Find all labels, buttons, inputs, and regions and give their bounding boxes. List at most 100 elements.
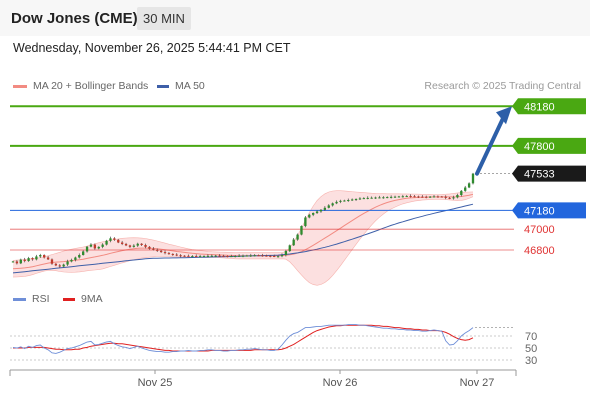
candle-body <box>261 255 264 257</box>
candle-body <box>249 255 252 257</box>
pivot-label-47180: 47180 <box>524 205 555 217</box>
candle-body <box>370 197 373 199</box>
candle-body <box>23 259 26 262</box>
candle-body <box>304 217 307 227</box>
candle-body <box>315 211 319 214</box>
candle-body <box>27 258 30 262</box>
candle-body <box>448 197 451 199</box>
candle-body <box>343 200 346 202</box>
candle-body <box>444 196 447 198</box>
interval-selector[interactable]: 30 MIN <box>137 7 191 30</box>
candle-body <box>175 254 178 256</box>
candle-body <box>226 256 229 258</box>
rsi-legend-label: RSI <box>32 293 50 305</box>
candle-body <box>452 197 455 199</box>
candle-body <box>405 196 408 198</box>
candle-body <box>460 190 463 195</box>
candle-body <box>327 205 330 208</box>
candle-body <box>467 183 471 188</box>
candle-body <box>62 264 65 267</box>
candle-body <box>167 253 171 255</box>
candle-body <box>421 196 424 198</box>
candle-body <box>82 251 85 255</box>
legend-rsi: RSI <box>13 293 50 305</box>
candle-body <box>417 196 420 198</box>
candle-body <box>58 265 61 267</box>
last-price-label: 47533 <box>524 169 555 181</box>
bollinger-band-area <box>13 190 473 286</box>
target-label-47800: 47800 <box>524 141 555 153</box>
candle-body <box>202 256 206 258</box>
candle-body <box>214 255 217 257</box>
ma20-swatch <box>13 84 27 88</box>
candle-body <box>66 261 69 265</box>
candle-body <box>97 246 100 249</box>
candle-body <box>374 197 377 199</box>
candle-body <box>354 198 358 200</box>
x-tick-label: Nov 27 <box>460 377 495 389</box>
candle-body <box>35 256 38 260</box>
candle-body <box>117 239 120 243</box>
candle-body <box>386 197 389 199</box>
candle-body <box>230 256 233 258</box>
rsi-tick-70: 70 <box>525 331 537 343</box>
candle-body <box>471 173 475 184</box>
candle-body <box>15 261 19 264</box>
candle-body <box>378 197 381 199</box>
candle-body <box>124 243 128 246</box>
candle-body <box>144 245 147 247</box>
candle-body <box>350 199 354 201</box>
ma20-legend-label: MA 20 + Bollinger Bands <box>33 80 149 92</box>
candle-body <box>105 240 108 245</box>
candle-body <box>265 255 268 257</box>
candle-body <box>109 238 112 241</box>
candle-body <box>409 196 412 198</box>
forecast-arrow-shaft <box>475 114 506 176</box>
candle-body <box>464 187 467 191</box>
candle-body <box>331 203 334 206</box>
candle-body <box>397 196 401 198</box>
legend-ma20: MA 20 + Bollinger Bands <box>13 80 148 92</box>
candle-body <box>237 255 241 257</box>
target-tag-48180 <box>512 98 586 115</box>
candle-body <box>163 252 167 254</box>
ma9-swatch <box>63 297 75 301</box>
support-label-47000: 47000 <box>524 224 555 236</box>
credit-text: Research © 2025 Trading Central <box>424 80 581 92</box>
bollinger-upper-line <box>12 190 474 261</box>
candle-body <box>401 196 404 198</box>
candle-body <box>101 244 104 247</box>
candle-body <box>440 196 443 198</box>
candle-body <box>187 255 190 257</box>
rsi-line <box>12 324 474 354</box>
candle-body <box>120 242 124 244</box>
candle-body <box>136 243 139 246</box>
candle-body <box>276 256 280 258</box>
target-tag-47800 <box>512 137 586 154</box>
candle-body <box>339 200 342 202</box>
candle-body <box>198 256 202 258</box>
candle-body <box>425 196 428 198</box>
instrument-title: Dow Jones (CME) <box>11 10 138 27</box>
candle-body <box>257 255 260 257</box>
candle-body <box>253 255 256 257</box>
candle-body <box>39 255 42 257</box>
candle-body <box>312 213 315 215</box>
candle-body <box>78 255 81 258</box>
rsi-swatch <box>13 297 26 301</box>
candle-body <box>428 196 432 198</box>
candle-body <box>171 253 174 255</box>
candle-body <box>70 259 73 262</box>
candle-body <box>19 259 22 264</box>
ma9-legend-label: 9MA <box>81 293 103 305</box>
candle-body <box>128 245 132 247</box>
ma50-legend-label: MA 50 <box>175 80 205 92</box>
candle-body <box>195 256 198 258</box>
candle-body <box>210 255 213 257</box>
candle-body <box>389 196 393 198</box>
legend-9ma: 9MA <box>63 293 103 305</box>
candle-body <box>319 209 323 212</box>
rsi-9ma-line <box>13 324 474 352</box>
candle-body <box>206 255 210 257</box>
